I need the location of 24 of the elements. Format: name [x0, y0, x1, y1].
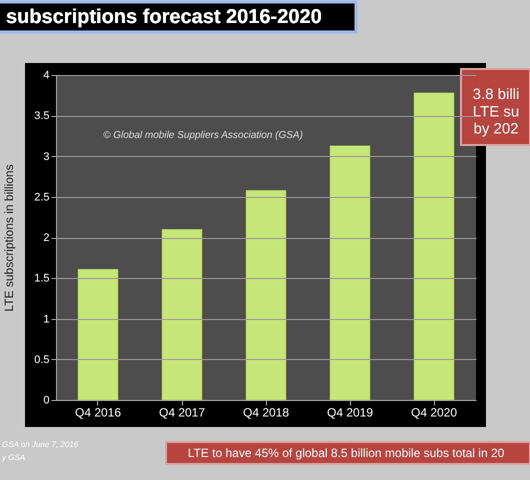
y-tick-label: 0.5	[34, 354, 50, 366]
x-tick-label: Q4 2017	[158, 406, 206, 420]
y-tick-label: 4	[43, 70, 50, 82]
x-tick-label: Q4 2018	[242, 406, 290, 420]
y-tick-label: 2.5	[34, 191, 50, 204]
text: LTE to have 45% of global 8.5 billion mobile subs total in 20	[188, 446, 505, 460]
bar	[330, 145, 370, 400]
y-tick-label: 1	[43, 313, 50, 326]
y-tick-label: 2	[43, 232, 50, 244]
bar	[414, 92, 454, 400]
x-tick-label: Q4 2016	[74, 406, 122, 420]
bar	[246, 190, 286, 400]
x-tick-label: Q4 2020	[410, 406, 458, 420]
y-axis-title: LTE subscriptions in billions	[2, 164, 16, 312]
y-tick-label: 0	[43, 394, 50, 406]
bar	[162, 229, 202, 400]
annotation: 3.8 billi LTE su by 202	[472, 86, 520, 138]
bar	[78, 268, 118, 400]
y-tick-label: 1.5	[34, 272, 50, 285]
y-tick-label: 3.5	[34, 110, 50, 122]
annotation: © Global mobile Suppliers Association (GSA)	[103, 130, 303, 141]
chart-title: subscriptions forecast 2016-2020	[6, 6, 322, 28]
x-tick-label: Q4 2019	[326, 406, 374, 420]
y-tick-label: 3	[43, 150, 50, 163]
